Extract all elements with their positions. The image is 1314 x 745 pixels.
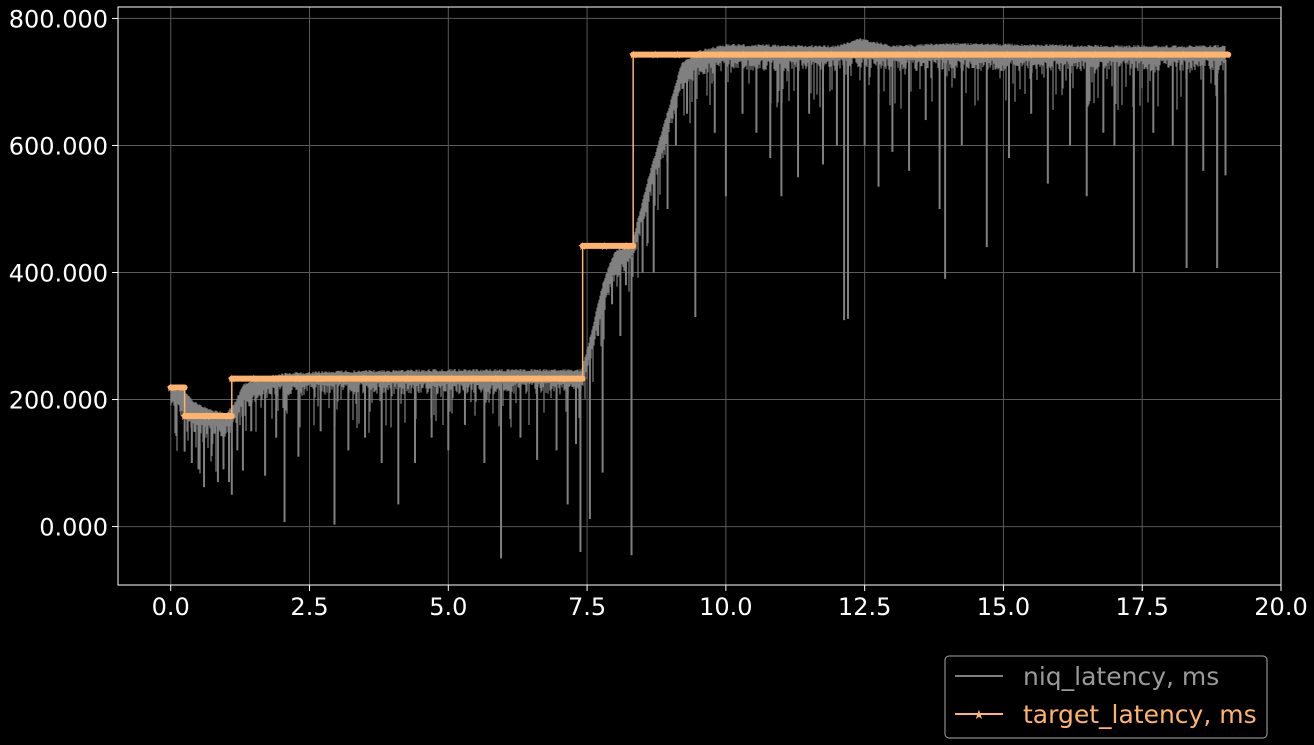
target-star-marker: ★ <box>337 373 347 386</box>
target-star-marker: ★ <box>870 49 880 62</box>
x-tick-label: 12.5 <box>838 593 891 621</box>
target-star-marker: ★ <box>271 373 281 386</box>
target-star-marker: ★ <box>628 49 638 62</box>
x-tick-label: 17.5 <box>1115 593 1168 621</box>
y-axis: 0.000 200.000 400.000 600.000 800.000 <box>9 5 118 542</box>
target-star-marker: ★ <box>1002 49 1012 62</box>
target-star-marker: ★ <box>1178 49 1188 62</box>
target-star-marker: ★ <box>491 373 501 386</box>
target-star-marker: ★ <box>1068 49 1078 62</box>
target-star-marker: ★ <box>180 410 190 423</box>
y-tick-label: 200.000 <box>9 387 108 415</box>
y-tick-label: 800.000 <box>9 5 108 33</box>
x-tick-label: 0.0 <box>152 593 190 621</box>
target-star-marker: ★ <box>513 373 523 386</box>
target-star-marker: ★ <box>315 373 325 386</box>
target-star-marker: ★ <box>469 373 479 386</box>
x-tick-label: 15.0 <box>977 593 1030 621</box>
target-star-marker: ★ <box>958 49 968 62</box>
x-tick-label: 10.0 <box>699 593 752 621</box>
target-star-marker: ★ <box>650 49 660 62</box>
target-star-marker: ★ <box>1112 49 1122 62</box>
target-star-marker: ★ <box>447 373 457 386</box>
y-tick-label: 400.000 <box>9 259 108 287</box>
target-star-marker: ★ <box>760 49 770 62</box>
target-star-marker: ★ <box>1046 49 1056 62</box>
target-star-marker: ★ <box>425 373 435 386</box>
target-star-marker: ★ <box>202 410 212 423</box>
target-star-marker: ★ <box>227 373 237 386</box>
series-target-latency: ★ ★ ★ ★ ★ ★ ★ ★ ★ ★ ★ ★ ★ ★ ★ ★ ★ ★ ★ ★ ★ ★ ★ ★ ★ ★ ★ ★ ★ ★ ★ ★ ★ ★ ★ ★ ★ ★ ★ ★… <box>166 49 1232 423</box>
x-tick-label: 5.0 <box>429 593 467 621</box>
target-star-marker: ★ <box>578 240 588 253</box>
series-niq-latency <box>170 38 1227 559</box>
target-star-marker: ★ <box>535 373 545 386</box>
target-star-marker: ★ <box>293 373 303 386</box>
target-star-marker: ★ <box>1156 49 1166 62</box>
target-star-marker: ★ <box>224 410 234 423</box>
plot-frame <box>117 6 1282 586</box>
target-star-marker: ★ <box>914 49 924 62</box>
target-star-marker: ★ <box>622 240 632 253</box>
target-star-marker: ★ <box>804 49 814 62</box>
y-tick-label: 0.000 <box>39 514 108 542</box>
target-star-marker: ★ <box>738 49 748 62</box>
target-star-marker: ★ <box>694 49 704 62</box>
target-star-marker: ★ <box>166 381 176 394</box>
target-star-marker: ★ <box>936 49 946 62</box>
legend-star-marker: ★ <box>973 708 985 723</box>
target-star-marker: ★ <box>892 49 902 62</box>
target-star-marker: ★ <box>249 373 259 386</box>
target-star-marker: ★ <box>782 49 792 62</box>
target-star-marker: ★ <box>716 49 726 62</box>
legend-label-target: target_latency, ms <box>1023 700 1257 729</box>
x-tick-label: 2.5 <box>290 593 328 621</box>
target-star-marker: ★ <box>672 49 682 62</box>
target-star-marker: ★ <box>381 373 391 386</box>
target-star-marker: ★ <box>826 49 836 62</box>
legend: niq_latency, ms ★ target_latency, ms <box>944 655 1268 739</box>
target-star-marker: ★ <box>1222 49 1232 62</box>
target-star-marker: ★ <box>403 373 413 386</box>
target-star-marker: ★ <box>980 49 990 62</box>
target-star-marker: ★ <box>600 240 610 253</box>
target-star-marker: ★ <box>557 373 567 386</box>
target-star-marker: ★ <box>359 373 369 386</box>
x-axis: 0.0 2.5 5.0 7.5 10.0 12.5 15.0 17.5 20.0 <box>152 585 1308 621</box>
target-star-marker: ★ <box>1134 49 1144 62</box>
x-tick-label: 20.0 <box>1254 593 1307 621</box>
target-star-marker: ★ <box>848 49 858 62</box>
target-star-marker: ★ <box>1200 49 1210 62</box>
target-star-marker: ★ <box>1090 49 1100 62</box>
x-tick-label: 7.5 <box>568 593 606 621</box>
y-tick-label: 600.000 <box>9 132 108 160</box>
target-star-marker: ★ <box>1024 49 1034 62</box>
legend-box <box>944 655 1268 739</box>
legend-label-niq: niq_latency, ms <box>1023 662 1219 691</box>
